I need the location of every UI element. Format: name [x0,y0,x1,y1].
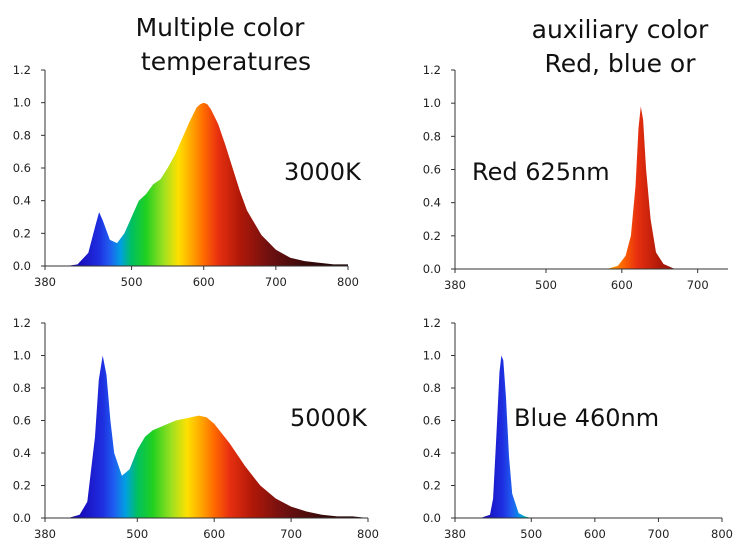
chart-3000k: 0.0 0.2 0.4 0.6 0.8 1.0 1.2 380 500 600 700 800 [13,63,359,289]
y-tick-label: 1.2 [13,316,31,330]
x-tick-label: 380 [444,527,466,541]
y-tick-label: 1.0 [13,349,31,363]
x-tick-label: 700 [280,527,302,541]
spectrum-area [45,355,368,518]
y-tick-label: 0.8 [423,381,441,395]
y-tick-label: 0.6 [13,161,31,175]
x-tick-label: 600 [584,527,606,541]
y-tick-label: 0.2 [423,479,441,493]
y-tick-label: 0.2 [13,226,31,240]
y-tick-label: 1.2 [13,63,31,77]
y-tick-label: 0.8 [13,128,31,142]
x-tick-label: 500 [121,275,143,289]
x-tick-label: 700 [647,527,669,541]
y-tick-label: 0.0 [423,511,441,525]
y-tick-label: 1.0 [423,349,441,363]
y-tick-label: 0.0 [423,262,441,276]
x-tick-label: 700 [687,278,709,292]
chart-red-625nm: 0.0 0.2 0.4 0.6 0.8 1.0 1.2 380 500 600 700 [423,63,728,292]
x-tick-label: 700 [265,275,287,289]
series-label-5000k: 5000K [290,404,368,432]
x-tick-label: 600 [611,278,633,292]
x-tick-label: 380 [444,278,466,292]
x-tick-label: 800 [711,527,733,541]
chart-5000k: 0.0 0.2 0.4 0.6 0.8 1.0 1.2 380 500 600 700 800 [13,316,379,541]
x-tick-label: 800 [357,527,379,541]
spectrum-area [455,106,728,269]
x-tick-label: 380 [34,275,56,289]
series-label-red-625nm: Red 625nm [472,158,610,186]
y-tick-label: 0.6 [13,414,31,428]
left-title-line1: Multiple color [136,13,306,42]
y-tick-label: 0.0 [13,511,31,525]
x-tick-label: 600 [203,527,225,541]
x-tick-label: 380 [34,527,56,541]
series-label-blue-460nm: Blue 460nm [514,404,659,432]
y-tick-label: 0.2 [13,479,31,493]
y-tick-label: 1.0 [13,96,31,110]
chart-blue-460nm: 0.0 0.2 0.4 0.6 0.8 1.0 1.2 380 500 600 700 800 [423,316,733,541]
y-tick-label: 1.0 [423,96,441,110]
x-tick-label: 800 [337,275,359,289]
y-tick-label: 0.8 [13,381,31,395]
y-tick-label: 0.6 [423,163,441,177]
y-tick-label: 1.2 [423,316,441,330]
y-tick-label: 0.2 [423,229,441,243]
right-title-line1: auxiliary color [532,15,709,44]
left-title-line2: temperatures [141,47,311,76]
y-tick-label: 0.0 [13,259,31,273]
spectrum-area [455,355,722,518]
y-tick-label: 0.4 [423,446,441,460]
y-tick-label: 1.2 [423,63,441,77]
x-tick-label: 500 [126,527,148,541]
y-tick-label: 0.8 [423,129,441,143]
y-tick-label: 0.4 [13,446,31,460]
y-tick-label: 0.4 [13,194,31,208]
spectrum-area [45,102,348,266]
y-tick-label: 0.4 [423,196,441,210]
series-label-3000k: 3000K [284,158,362,186]
x-tick-label: 600 [193,275,215,289]
x-tick-label: 500 [535,278,557,292]
x-tick-label: 500 [520,527,542,541]
right-title-line2: Red, blue or [545,49,697,78]
y-tick-label: 0.6 [423,414,441,428]
